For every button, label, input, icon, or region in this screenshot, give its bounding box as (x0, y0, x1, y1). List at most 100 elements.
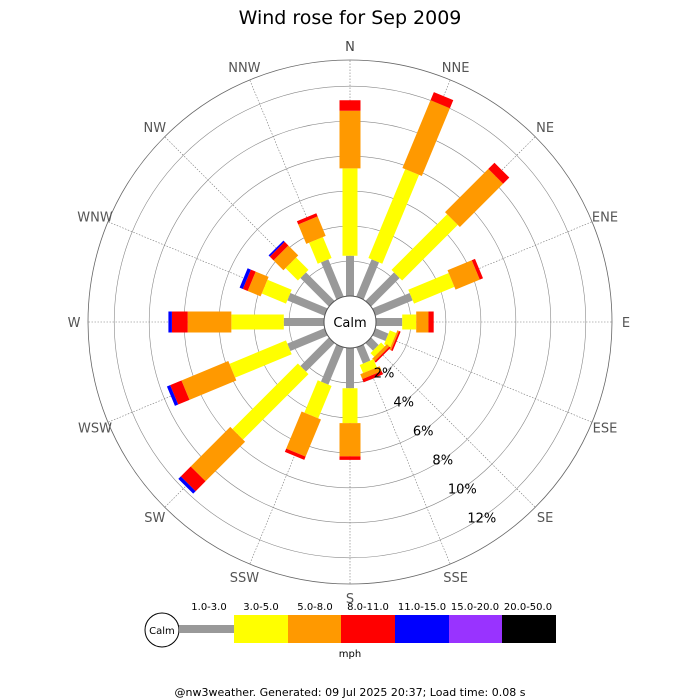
chart-title: Wind rose for Sep 2009 (239, 7, 462, 29)
legend-calm-label: Calm (149, 626, 175, 637)
bar-nnw-3.0-5.0 (309, 236, 332, 264)
direction-label-sse: SSE (443, 571, 468, 586)
bar-ese-8.0-11.0 (390, 330, 401, 352)
bar-nne-1.0-3.0 (356, 259, 380, 300)
bar-sw-5.0-8.0 (190, 426, 246, 482)
bar-ne-5.0-8.0 (445, 168, 504, 227)
direction-label-s: S (346, 592, 354, 607)
direction-label-sw: SW (144, 511, 165, 526)
bar-ssw-3.0-5.0 (304, 380, 332, 419)
legend-swatch (395, 615, 449, 643)
bar-wsw-8.0-11.0 (170, 380, 190, 405)
footer-text: @nw3weather. Generated: 09 Jul 2025 20:3… (175, 686, 526, 699)
bar-wsw-1.0-3.0 (287, 328, 328, 352)
bar-ese-5.0-8.0 (389, 330, 400, 351)
bar-nw-11.0-15.0 (268, 240, 285, 257)
bar-sw-8.0-11.0 (180, 466, 206, 492)
percent-label: 8% (432, 453, 453, 468)
legend-label: 8.0-11.0 (347, 602, 389, 613)
bar-ene-1.0-3.0 (372, 292, 413, 316)
bar-wnw-8.0-11.0 (242, 269, 256, 291)
direction-label-nne: NNE (442, 61, 470, 76)
direction-label-nw: NW (144, 121, 167, 136)
bar-nnw-5.0-8.0 (298, 216, 326, 244)
legend-swatch (288, 615, 341, 643)
bar-wnw-1.0-3.0 (287, 292, 328, 316)
bar-nne-8.0-11.0 (430, 92, 454, 109)
legend-swatch (502, 615, 556, 643)
bar-sw-1.0-3.0 (300, 337, 335, 372)
legend-label: 5.0-8.0 (297, 602, 332, 613)
legend-label: 15.0-20.0 (451, 602, 499, 613)
bar-se-5.0-8.0 (372, 344, 390, 362)
bar-ssw-5.0-8.0 (286, 411, 321, 457)
bar-ssw-1.0-3.0 (320, 344, 344, 385)
bar-ene-5.0-8.0 (447, 260, 480, 290)
bar-nnw-8.0-11.0 (296, 213, 318, 225)
bar-ene-8.0-11.0 (471, 258, 484, 280)
bar-ne-1.0-3.0 (365, 272, 400, 307)
bar-nw-8.0-11.0 (269, 241, 289, 261)
legend-label: 1.0-3.0 (191, 602, 226, 613)
bar-ne-3.0-5.0 (391, 214, 458, 281)
grid-spoke (373, 331, 593, 423)
direction-label-e: E (622, 316, 630, 331)
direction-label-ssw: SSW (230, 571, 260, 586)
bar-wnw-3.0-5.0 (261, 279, 292, 304)
bar-nw-1.0-3.0 (300, 272, 335, 307)
bar-sse-5.0-8.0 (360, 366, 382, 380)
bar-nw-3.0-5.0 (285, 257, 309, 281)
direction-label-ese: ESE (593, 422, 618, 437)
bar-ssw-8.0-11.0 (284, 448, 306, 460)
bar-ne-8.0-11.0 (488, 162, 510, 184)
percent-label: 10% (448, 482, 477, 497)
bar-sw-11.0-15.0 (178, 476, 196, 494)
bar-wsw-5.0-8.0 (181, 361, 237, 400)
direction-label-w: W (68, 316, 81, 331)
direction-label-ne: NE (536, 121, 554, 136)
bar-sse-1.0-3.0 (356, 344, 371, 364)
percent-label: 6% (413, 425, 434, 440)
bar-nnw-1.0-3.0 (320, 259, 344, 300)
legend-swatch (449, 615, 502, 643)
legend-swatch (341, 615, 395, 643)
bar-sse-3.0-5.0 (359, 359, 377, 374)
legend-units: mph (339, 649, 361, 660)
bar-wsw-11.0-15.0 (166, 385, 179, 406)
bar-se-3.0-5.0 (370, 342, 385, 357)
legend-label: 20.0-50.0 (504, 602, 552, 613)
wind-bars (166, 92, 510, 494)
calm-circle-group: Calm (323, 295, 377, 349)
bar-wnw-5.0-8.0 (247, 271, 269, 297)
direction-label-ene: ENE (592, 210, 618, 225)
calm-circle (323, 295, 377, 349)
legend-label: 3.0-5.0 (243, 602, 278, 613)
percent-labels: 2% 4% 6% 8% 10% 12% (374, 367, 497, 527)
percent-label: 12% (467, 511, 496, 526)
bar-nne-5.0-8.0 (402, 100, 450, 177)
bar-ese-1.0-3.0 (372, 328, 389, 341)
legend: Calm 1.0-3.0 3.0-5.0 5.0-8.0 8.0-11.0 11.0-1… (144, 602, 556, 648)
bar-sse-8.0-11.0 (362, 371, 384, 383)
bar-nne-3.0-5.0 (368, 169, 420, 264)
calm-label: Calm (333, 316, 366, 331)
legend-label: 11.0-15.0 (398, 602, 446, 613)
bar-wnw-11.0-15.0 (239, 268, 251, 289)
percent-label: 4% (393, 396, 414, 411)
grid-ring (113, 85, 587, 559)
bar-ese-3.0-5.0 (384, 330, 397, 347)
direction-label-nnw: NNW (228, 61, 260, 76)
bar-nw-5.0-8.0 (273, 245, 299, 271)
grid-spoke (368, 340, 536, 508)
outer-ring (87, 59, 613, 585)
percent-label: 2% (374, 367, 395, 382)
direction-label-wnw: WNW (77, 210, 113, 225)
direction-label-n: N (345, 40, 355, 55)
bar-sw-3.0-5.0 (232, 363, 309, 440)
bar-ene-3.0-5.0 (408, 273, 455, 304)
direction-label-se: SE (537, 511, 553, 526)
direction-label-wsw: WSW (78, 422, 112, 437)
bar-se-8.0-11.0 (374, 346, 391, 363)
